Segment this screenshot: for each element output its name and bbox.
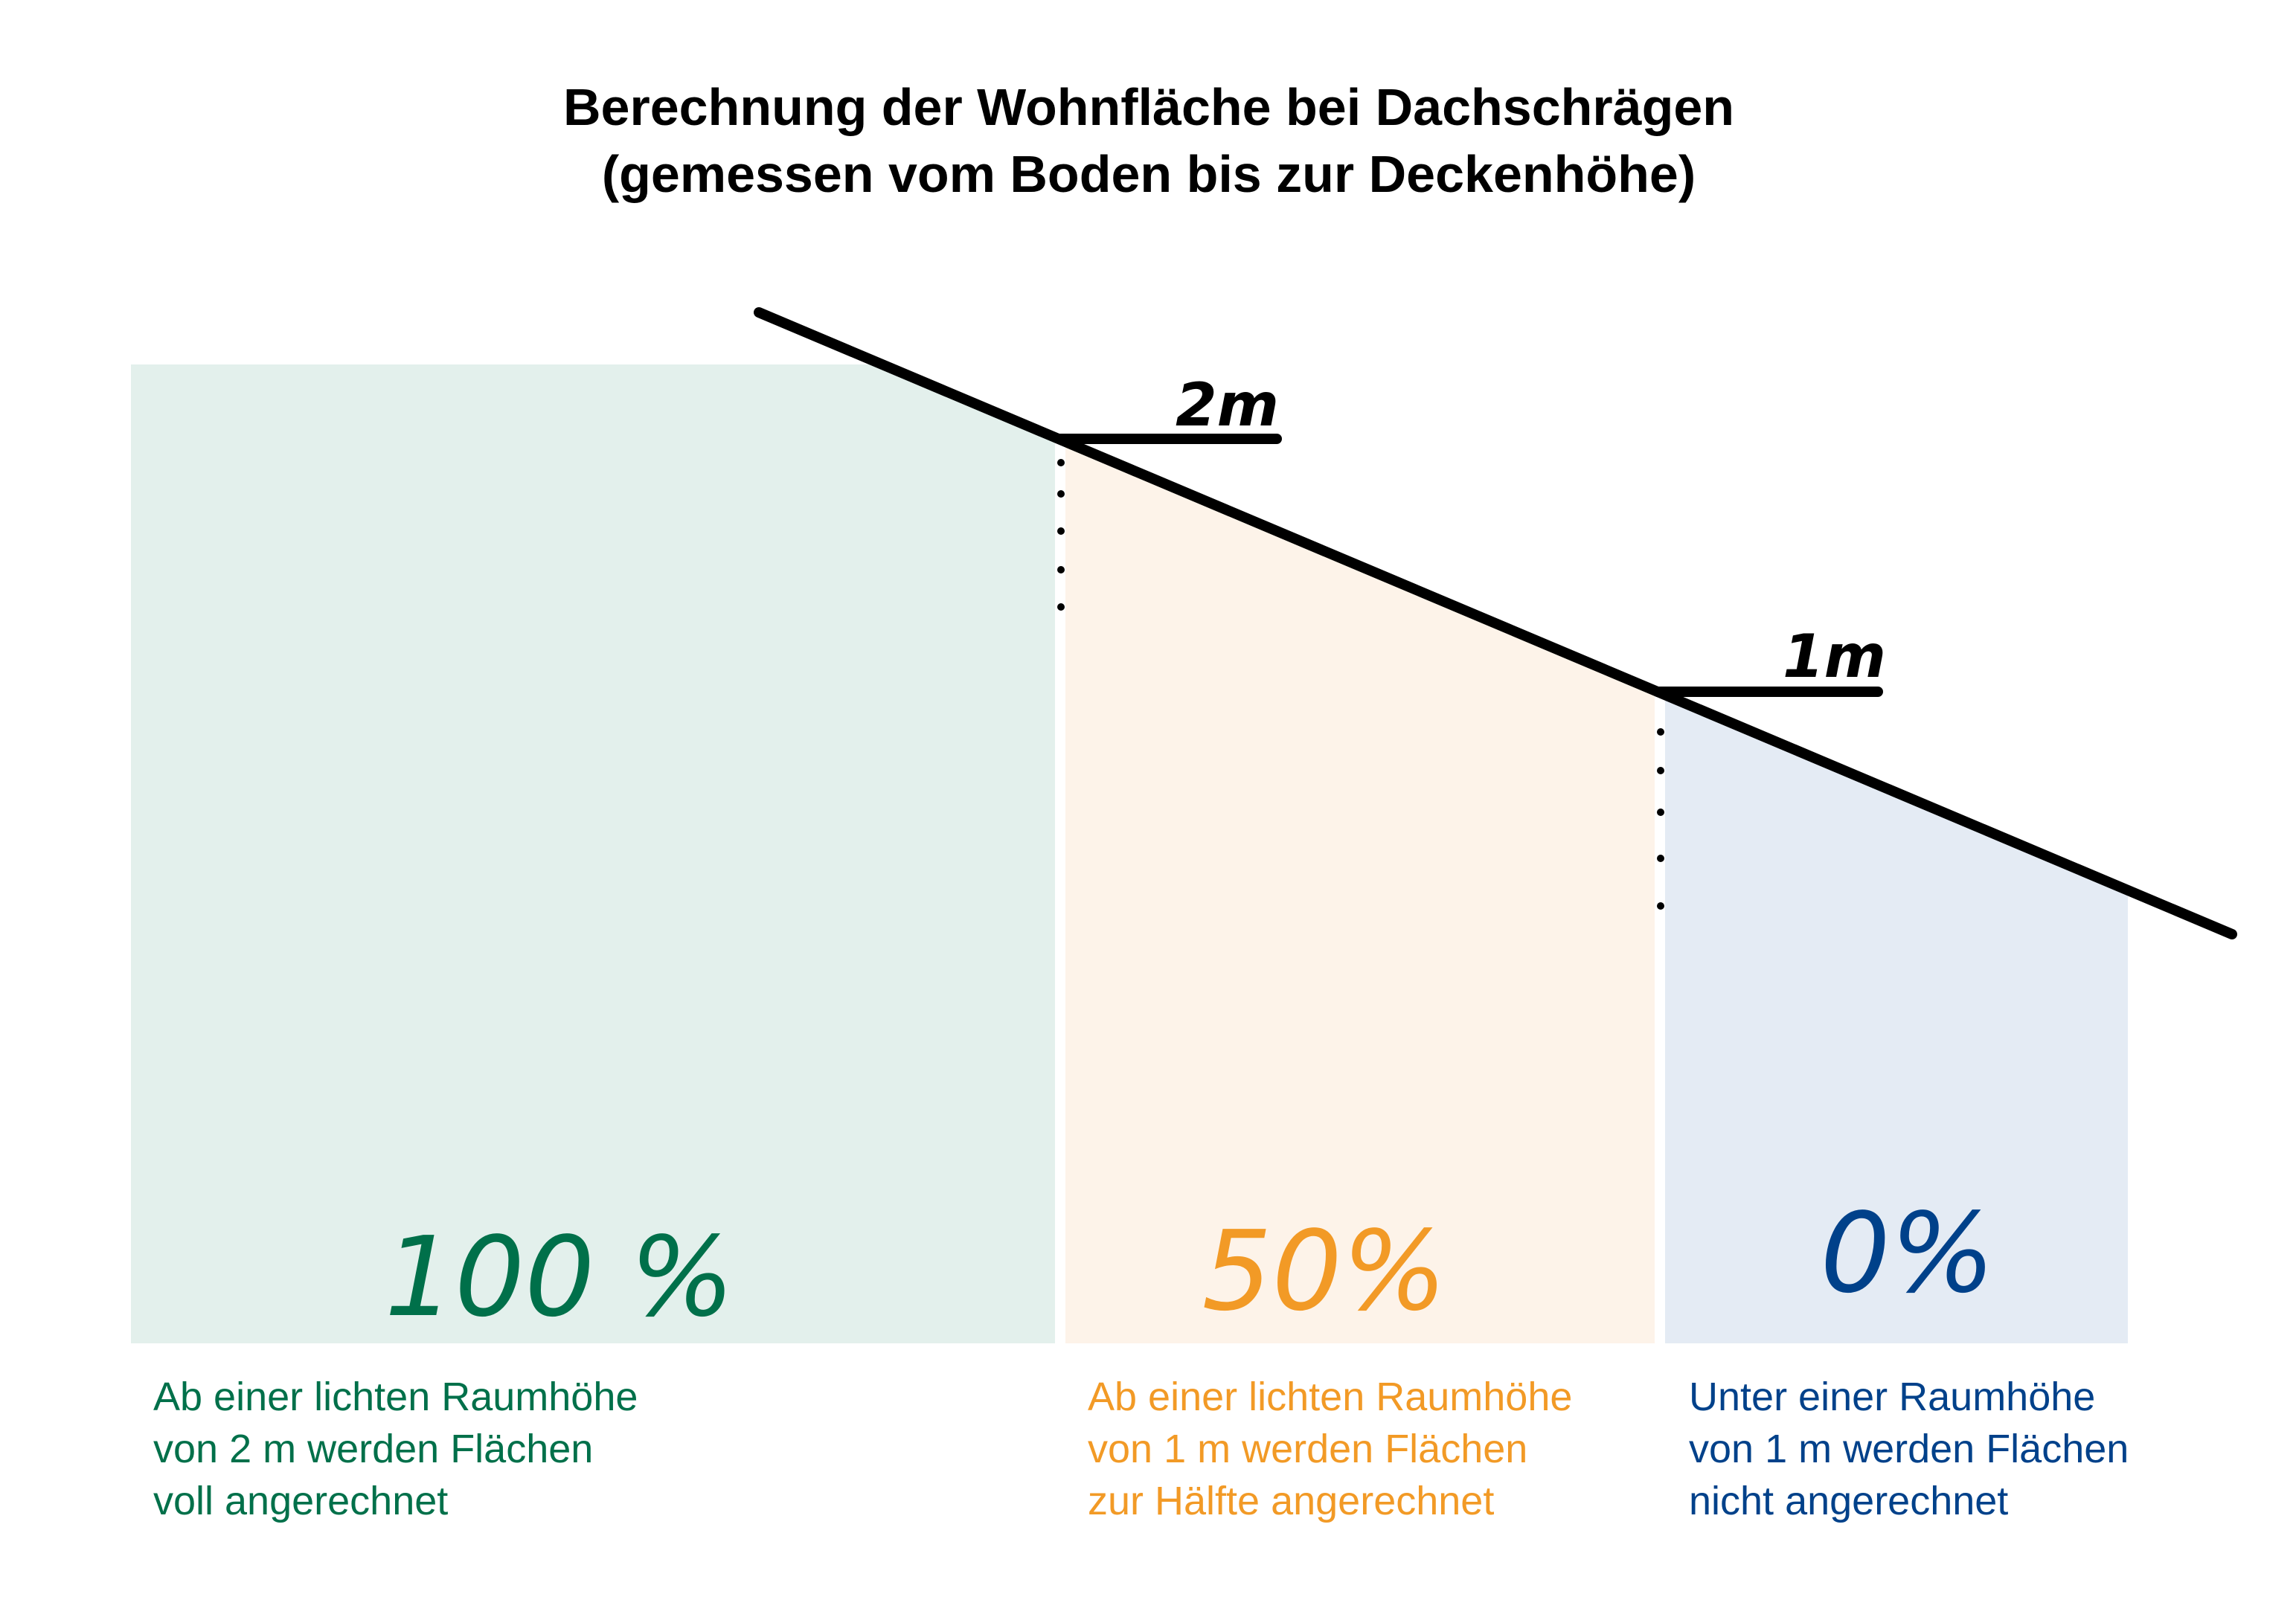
zone-full-area [131,364,1055,1343]
percent-full: 100 % [385,1213,734,1341]
dotted-line-1m [1657,728,1664,910]
description-line: von 2 m werden Flächen [153,1427,593,1471]
marker-2m-label: 2m [1176,370,1279,440]
description-line: voll angerechnet [153,1479,448,1523]
title-line-2: (gemessen vom Boden bis zur Deckenhöhe) [602,145,1696,203]
marker-1m-label: 1m [1783,622,1886,691]
description-full: Ab einer lichten Raumhöhe von 2 m werden… [153,1375,638,1523]
percent-half: 50% [1202,1207,1447,1335]
description-line: zur Hälfte angerechnet [1088,1479,1494,1523]
zone-half-area [1065,442,1655,1343]
description-line: von 1 m werden Flächen [1088,1427,1527,1471]
description-none: Unter einer Raumhöhe von 1 m werden Fläc… [1689,1375,2129,1523]
description-half: Ab einer lichten Raumhöhe von 1 m werden… [1088,1375,1572,1523]
roof-line [754,307,2237,939]
description-line: Ab einer lichten Raumhöhe [153,1375,638,1419]
description-line: Ab einer lichten Raumhöhe [1088,1375,1572,1419]
description-line: Unter einer Raumhöhe [1689,1375,2095,1419]
description-line: nicht angerechnet [1689,1479,2008,1523]
percent-none: 0% [1821,1189,1995,1317]
title-line-1: Berechnung der Wohnfläche bei Dachschräg… [563,78,1734,136]
dotted-line-2m [1057,459,1065,611]
zone-none-area [1665,695,2128,1343]
description-line: von 1 m werden Flächen [1689,1427,2129,1471]
